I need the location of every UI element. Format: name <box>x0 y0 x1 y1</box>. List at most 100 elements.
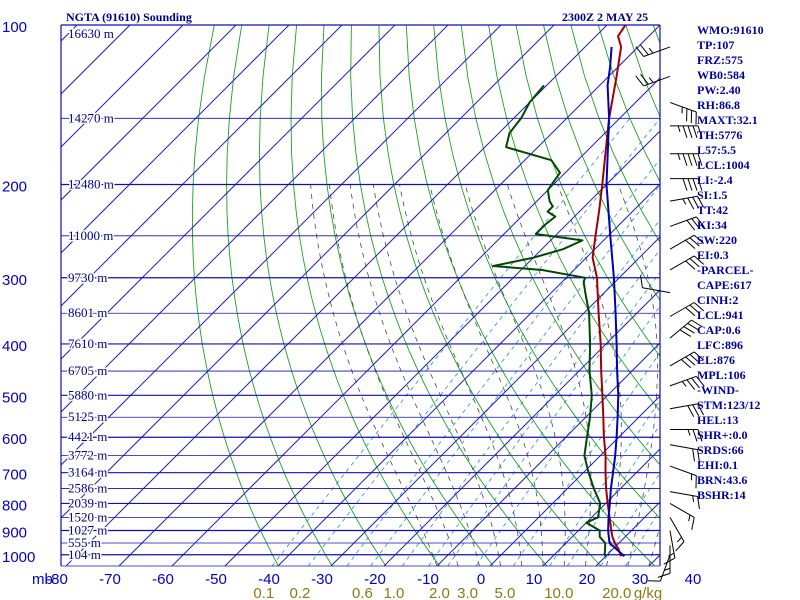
temperature-tick-label: -70 <box>99 571 121 588</box>
index-entry: LI:-2.4 <box>697 173 733 187</box>
wind-barb-flag <box>687 125 693 138</box>
wind-barb-flag <box>692 429 698 442</box>
wind-barb-staff <box>669 302 695 317</box>
temperature-tick-label: -30 <box>311 571 333 588</box>
wind-barb-half-flag <box>677 153 681 160</box>
wind-barb-half-flag <box>682 198 687 205</box>
wind-barb <box>635 44 671 57</box>
wind-barb <box>669 444 700 463</box>
index-entry: EHI:0.1 <box>697 458 739 472</box>
isotherm <box>330 236 660 566</box>
wind-barb-half-flag <box>687 429 691 436</box>
wind-barb-flag <box>689 304 700 314</box>
mixing-ratio-label: 0.6 <box>352 585 373 600</box>
isotherm <box>61 25 184 148</box>
wind-barb-flag <box>635 75 645 87</box>
mixing-ratio-label: 1.0 <box>383 585 404 600</box>
wind-barb-flag <box>685 356 696 366</box>
wind-barb-flag <box>683 326 695 334</box>
temperature-tick-label: -80 <box>46 571 68 588</box>
mixing-ratio-label: 20.0 <box>602 585 631 600</box>
temperature-tick-label: 0 <box>477 571 485 588</box>
y-axis-unit: mb <box>32 571 53 588</box>
wind-barb <box>670 178 703 191</box>
wind-barb-flag <box>692 153 698 166</box>
index-entry: FRZ:575 <box>697 53 743 67</box>
wind-barb <box>647 554 671 582</box>
wind-barb-flag <box>640 275 643 288</box>
mixing-ratio-line <box>370 184 660 566</box>
isotherm <box>61 25 131 95</box>
temperature-tick-label: -40 <box>258 571 280 588</box>
temperature-tick-label: 20 <box>579 571 596 588</box>
pressure-tick-label: 500 <box>2 389 27 406</box>
wind-barb-half-flag <box>681 381 687 387</box>
sounding-series-line <box>605 46 626 557</box>
index-entry: WB0:584 <box>697 68 745 82</box>
index-entry: RH:86.8 <box>697 98 740 112</box>
wind-barb-half-flag <box>648 77 654 83</box>
wind-barbs <box>635 44 705 582</box>
wind-barb-flag <box>687 405 695 417</box>
wind-barb-half-flag <box>663 567 671 571</box>
wind-barb-half-flag <box>648 47 654 54</box>
wind-barb <box>669 517 685 552</box>
dry-adiabat <box>191 25 279 566</box>
wind-barb-flag <box>697 403 705 416</box>
isotherm <box>118 25 660 566</box>
wind-barb <box>663 530 676 565</box>
wind-barb-flag <box>689 354 700 364</box>
mixing-ratio-label: 2.0 <box>429 585 450 600</box>
wind-barb-staff <box>643 75 671 87</box>
wind-barb-flag <box>691 319 703 328</box>
index-entry: EI:0.3 <box>697 248 729 262</box>
wind-barb <box>669 491 700 510</box>
wind-barb-staff <box>669 444 698 451</box>
isotherm <box>171 77 660 566</box>
wind-barb-flag <box>682 125 688 138</box>
moist-adiabat <box>429 184 544 566</box>
sounding-series-line <box>591 25 627 557</box>
height-level-label: 12480 m <box>68 176 114 191</box>
wind-barb-flag <box>697 196 705 208</box>
dry-adiabat <box>515 25 660 358</box>
dry-adiabat <box>405 25 655 566</box>
moist-adiabats <box>310 184 660 566</box>
wind-barb-flag <box>640 73 649 85</box>
pressure-tick-label: 400 <box>2 338 27 355</box>
index-entry: CINH:2 <box>697 293 739 307</box>
dry-adiabat <box>258 25 387 566</box>
wind-barb-flag <box>691 517 695 530</box>
isotherm <box>61 25 396 360</box>
isotherm <box>224 130 660 566</box>
wind-barb-flag <box>692 196 700 209</box>
moist-adiabat <box>648 524 660 566</box>
index-entry: SW:220 <box>697 233 738 247</box>
wind-barb-flag <box>697 178 703 191</box>
mixing-ratio-label: 5.0 <box>494 585 515 600</box>
isotherm <box>383 289 660 566</box>
wind-barb-staff <box>669 503 695 518</box>
wind-barb-staff <box>669 101 697 113</box>
isotherms <box>61 25 660 566</box>
wind-barb <box>657 545 671 578</box>
mixing-ratio-unit: g/kg <box>634 585 662 600</box>
wind-barb-flag <box>687 322 699 331</box>
wind-barb-flag <box>635 46 645 57</box>
wind-barb-flag <box>692 178 698 191</box>
index-entry: -WIND- <box>697 383 739 397</box>
wind-barb-flag <box>687 197 695 210</box>
wind-barb-half-flag <box>676 536 682 543</box>
wind-barb <box>640 275 671 294</box>
dry-adiabat <box>378 25 602 566</box>
height-level-label: 1520 m <box>68 509 107 524</box>
wind-barb-flag <box>686 379 696 390</box>
height-level-label: 7610 m <box>68 336 107 351</box>
wind-barb-staff <box>669 491 698 497</box>
station-title: NGTA (91610) Sounding <box>66 10 192 24</box>
isotherm <box>436 342 660 566</box>
index-entry: BRN:43.6 <box>697 473 748 487</box>
moist-adiabat <box>349 184 480 566</box>
pressure-tick-label: 200 <box>2 178 27 195</box>
height-level-label: 3772 m <box>68 448 107 463</box>
